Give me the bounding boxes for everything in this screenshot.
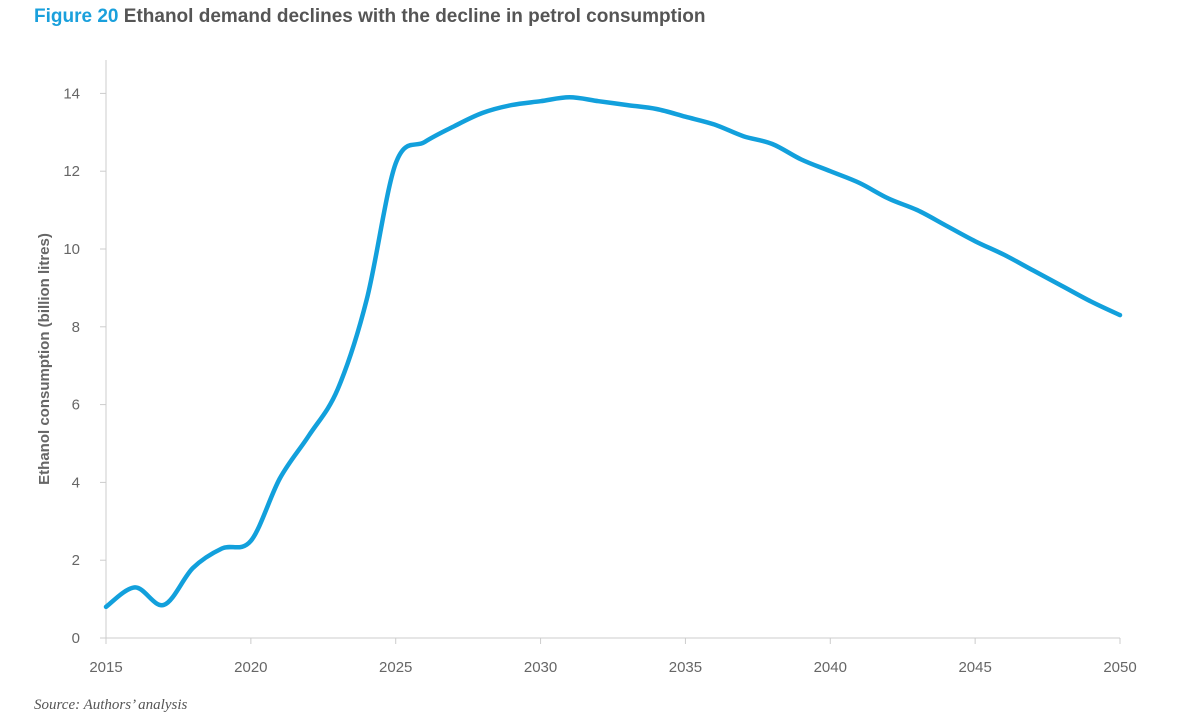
- source-note: Source: Authors’ analysis: [34, 697, 188, 713]
- x-tick-label: 2030: [524, 659, 557, 676]
- figure-label: Figure 20: [34, 6, 119, 27]
- data-point: [770, 142, 774, 146]
- data-point: [712, 123, 716, 127]
- data-point: [683, 115, 687, 119]
- chart-title: Figure 20 Ethanol demand declines with t…: [34, 6, 705, 28]
- data-point: [799, 158, 803, 162]
- x-tick-label: 2020: [234, 659, 267, 676]
- data-point: [741, 134, 745, 138]
- data-point: [597, 99, 601, 103]
- data-point: [104, 605, 108, 609]
- data-point: [857, 181, 861, 185]
- data-point: [1031, 268, 1035, 272]
- data-point: [1060, 284, 1064, 288]
- data-point: [278, 477, 282, 481]
- y-tick-label: 4: [72, 474, 80, 491]
- y-axis-label: Ethanol consumption (billion litres): [36, 233, 53, 485]
- data-point: [886, 196, 890, 200]
- line-chart: 0 2 4 6 8 10 12 14 2015 2020 2025 2030 2035 2040 2045 2…: [36, 60, 1137, 676]
- data-point: [133, 585, 137, 589]
- data-point: [191, 566, 195, 570]
- data-point: [539, 99, 543, 103]
- data-point: [336, 387, 340, 391]
- y-tick-label: 6: [72, 397, 80, 414]
- y-tick-label: 14: [63, 85, 80, 102]
- data-point: [973, 239, 977, 243]
- data-point: [828, 169, 832, 173]
- data-point: [220, 547, 224, 551]
- data-point: [423, 140, 427, 144]
- x-tick-label: 2025: [379, 659, 412, 676]
- data-point: [510, 103, 514, 107]
- data-point: [915, 208, 919, 212]
- data-point: [452, 124, 456, 128]
- x-tick-label: 2045: [958, 659, 991, 676]
- x-tick-label: 2015: [89, 659, 122, 676]
- data-point: [249, 539, 253, 543]
- y-tick-label: 0: [72, 630, 80, 647]
- x-tick-label: 2035: [669, 659, 702, 676]
- data-point: [162, 603, 166, 607]
- figure-title-text: Ethanol demand declines with the decline…: [123, 6, 706, 27]
- data-point: [307, 434, 311, 438]
- axes: 0 2 4 6 8 10 12 14 2015 2020 2025 2030 2035 2040 2045 2…: [36, 60, 1137, 676]
- data-point: [394, 161, 398, 165]
- data-point: [1002, 253, 1006, 257]
- x-tick-label: 2040: [814, 659, 847, 676]
- data-point: [654, 107, 658, 111]
- data-point: [568, 95, 572, 99]
- y-tick-label: 8: [72, 319, 80, 336]
- plot-area: [103, 95, 1123, 610]
- data-point: [625, 103, 629, 107]
- y-tick-label: 2: [72, 552, 80, 569]
- data-point: [944, 224, 948, 228]
- data-point: [1089, 300, 1093, 304]
- series-line: [103, 95, 1123, 610]
- data-point: [365, 298, 369, 302]
- data-point: [1118, 313, 1122, 317]
- y-tick-label: 10: [63, 241, 80, 258]
- x-tick-label: 2050: [1103, 659, 1136, 676]
- y-tick-label: 12: [63, 163, 80, 180]
- data-point: [481, 111, 485, 115]
